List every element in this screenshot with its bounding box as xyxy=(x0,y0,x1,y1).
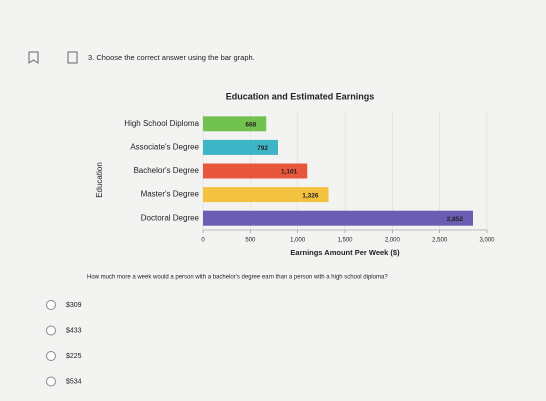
bar-value-label: 1,101 xyxy=(281,169,298,176)
chart-title: Education and Estimated Earnings xyxy=(226,91,375,101)
bar xyxy=(203,210,473,226)
x-tick-label: 0 xyxy=(201,238,205,244)
choice-label[interactable]: $225 xyxy=(66,353,82,360)
x-tick-label: 3,000 xyxy=(479,238,495,244)
y-tick-label: Master's Degree xyxy=(141,190,200,199)
bar xyxy=(203,163,308,179)
x-axis-label: Earnings Amount Per Week ($) xyxy=(290,248,400,257)
x-tick-label: 1,500 xyxy=(337,238,353,244)
y-tick-label: High School Diploma xyxy=(124,119,199,128)
radio-button[interactable] xyxy=(46,376,56,387)
bar-value-label: 1,326 xyxy=(302,192,319,199)
choice-label[interactable]: $534 xyxy=(66,378,82,385)
choice-label[interactable]: $433 xyxy=(66,327,82,334)
y-tick-label: Associate's Degree xyxy=(130,143,199,152)
note-icon[interactable] xyxy=(67,51,78,64)
radio-button[interactable] xyxy=(46,325,56,336)
bar xyxy=(203,187,329,203)
y-tick-label: Bachelor's Degree xyxy=(133,166,199,175)
bar-value-label: 668 xyxy=(245,122,256,129)
bar-value-label: 792 xyxy=(257,145,268,152)
question-title: 3. Choose the correct answer using the b… xyxy=(88,53,255,62)
radio-button[interactable] xyxy=(46,300,56,310)
x-tick-label: 2,500 xyxy=(432,238,448,244)
bookmark-icon[interactable] xyxy=(28,51,39,64)
x-tick-label: 500 xyxy=(245,238,256,244)
choice-label[interactable]: $309 xyxy=(66,302,82,309)
question-prompt: How much more a week would a person with… xyxy=(87,275,388,281)
radio-button[interactable] xyxy=(46,351,56,361)
x-tick-label: 1,000 xyxy=(290,238,306,244)
bar-value-label: 2,852 xyxy=(447,216,464,223)
bar xyxy=(203,116,267,132)
y-tick-label: Doctoral Degree xyxy=(141,213,200,222)
bar xyxy=(203,139,278,155)
x-tick-label: 2,000 xyxy=(385,238,401,244)
y-axis-label: Education xyxy=(95,162,104,198)
